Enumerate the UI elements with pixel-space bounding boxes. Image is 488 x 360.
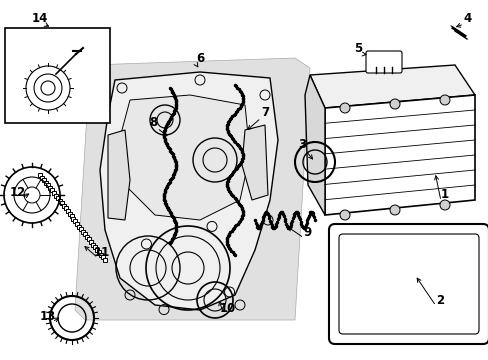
Text: 8: 8	[148, 116, 157, 129]
Text: 9: 9	[303, 225, 311, 238]
Polygon shape	[309, 65, 474, 108]
Polygon shape	[75, 58, 309, 320]
FancyBboxPatch shape	[328, 224, 488, 344]
Polygon shape	[108, 130, 130, 220]
Polygon shape	[118, 95, 249, 220]
FancyBboxPatch shape	[365, 51, 401, 73]
Bar	[5, 28, 110, 123]
Text: 4: 4	[463, 12, 471, 24]
Circle shape	[439, 95, 449, 105]
Circle shape	[439, 200, 449, 210]
Text: 14: 14	[32, 12, 48, 24]
Polygon shape	[242, 125, 267, 200]
Text: 5: 5	[353, 41, 362, 54]
Text: 7: 7	[261, 105, 268, 118]
Polygon shape	[305, 75, 325, 215]
Circle shape	[389, 205, 399, 215]
Circle shape	[339, 103, 349, 113]
Polygon shape	[325, 95, 474, 215]
Text: 6: 6	[196, 51, 203, 64]
Text: 12: 12	[10, 185, 26, 198]
Circle shape	[389, 99, 399, 109]
Text: 1: 1	[440, 189, 448, 202]
Text: 13: 13	[40, 310, 56, 323]
FancyBboxPatch shape	[338, 234, 478, 334]
Text: 11: 11	[94, 246, 110, 258]
Text: 2: 2	[435, 293, 443, 306]
Text: 3: 3	[297, 139, 305, 152]
Text: 10: 10	[220, 302, 236, 315]
Polygon shape	[100, 72, 278, 310]
Circle shape	[339, 210, 349, 220]
